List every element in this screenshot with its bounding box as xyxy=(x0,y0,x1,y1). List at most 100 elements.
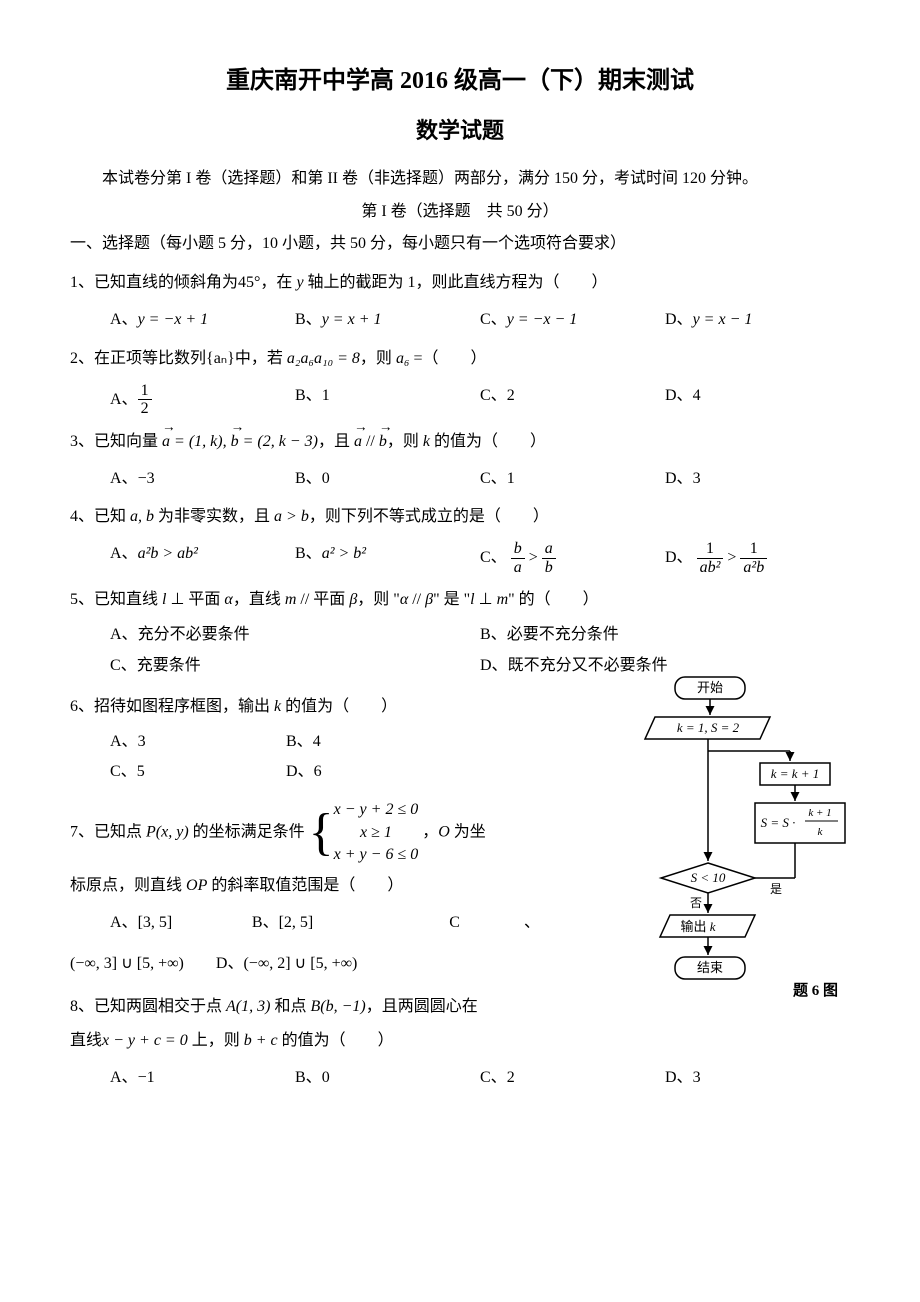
opt-label-c: C、 xyxy=(480,1069,507,1086)
q4-d-left: 1ab² xyxy=(697,540,724,576)
q1-stem-a: 1、已知直线的倾斜角为 xyxy=(70,274,238,291)
q4-options: A、a²b > ab² B、a² > b² C、 ba > ab D、 1ab²… xyxy=(70,540,850,576)
q3-stem-a: 3、已知向量 xyxy=(70,433,162,450)
q2-seq: {aₙ} xyxy=(206,350,235,367)
fc-no: 否 xyxy=(690,896,702,910)
question-2: 2、在正项等比数列{aₙ}中，若 a₂a₆a₁₀ = 8，则 a₆ =（ ） xyxy=(70,345,850,374)
fc-yes: 是 xyxy=(770,882,782,896)
q4-stem-b: 为非零实数，且 xyxy=(154,508,274,525)
q7-opt-b: [2, 5] xyxy=(279,914,314,931)
q4-ab: a, b xyxy=(130,508,154,525)
q5-stem-d: " 是 " xyxy=(433,591,470,608)
opt-label-a: A、 xyxy=(110,545,138,562)
q7-OP: OP xyxy=(186,877,207,894)
q5-m2: m xyxy=(497,591,509,608)
q8-stem-a: 8、已知两圆相交于点 xyxy=(70,998,226,1015)
opt-label-a: A、 xyxy=(110,626,138,643)
q6-opt-b: 4 xyxy=(313,733,321,750)
q5-beta2: β xyxy=(425,591,433,608)
q7-opt-a: [3, 5] xyxy=(138,914,173,931)
q7-stem-d: 为坐 xyxy=(450,823,486,840)
q2-stem-b: 中，若 xyxy=(235,350,287,367)
opt-label-c: C、 xyxy=(480,470,507,487)
q3-eq-a: = (1, k), xyxy=(170,433,231,450)
q3-opt-d: 3 xyxy=(693,470,701,487)
q3-vec-b2: b xyxy=(379,428,387,457)
q8-ask: b + c xyxy=(244,1032,278,1049)
q4-d-right: 1a²b xyxy=(740,540,767,576)
q7-options-row1: A、[3, 5] B、[2, 5] C 、 xyxy=(70,909,540,938)
q2-opt-d: 4 xyxy=(693,387,701,404)
q7-stem-e: 标原点，则直线 xyxy=(70,877,186,894)
q5-perp: ⊥ 平面 xyxy=(166,591,224,608)
opt-label-c: C、 xyxy=(110,657,137,674)
q4-d-r-den: a²b xyxy=(740,559,767,577)
q4-d-gt: > xyxy=(723,549,740,566)
q3-stem-d: 的值为（ ） xyxy=(430,433,546,450)
q4-d-l-num: 1 xyxy=(697,540,724,559)
q8-A: A(1, 3) xyxy=(226,998,270,1015)
opt-label-d: D、 xyxy=(286,763,314,780)
q2-stem-a: 2、在正项等比数列 xyxy=(70,350,206,367)
q5-options: A、充分不必要条件 B、必要不充分条件 C、充要条件 D、既不充分又不必要条件 xyxy=(70,621,850,683)
q8-line: x − y + c = 0 xyxy=(102,1032,188,1049)
q4-opt-b: a² > b² xyxy=(322,545,366,562)
q5-alpha: α xyxy=(224,591,232,608)
opt-label-c: C、 xyxy=(480,549,507,566)
q7-opt-c2: (−∞, 3] ∪ [5, +∞) xyxy=(70,955,184,972)
q5-m: m xyxy=(285,591,297,608)
fc-output-k: k xyxy=(710,919,716,934)
q2-stem-c: ，则 xyxy=(360,350,396,367)
q4-opt-a: a²b > ab² xyxy=(138,545,198,562)
q6-opt-d: 6 xyxy=(314,763,322,780)
fc-output-a: 输出 xyxy=(680,919,709,934)
fc-update-num: k + 1 xyxy=(808,807,831,819)
flowchart-svg: 开始 k = 1, S = 2 k = k + 1 S = S · k + 1 … xyxy=(620,673,850,993)
q6-stem-a: 6、招待如图程序框图，输出 xyxy=(70,698,274,715)
q5-perp2: ⊥ xyxy=(475,591,497,608)
fc-init: k = 1, S = 2 xyxy=(677,720,740,735)
q5-par: // 平面 xyxy=(296,591,349,608)
q2-a-num: 1 xyxy=(138,382,152,401)
q1-axis: y xyxy=(296,274,303,291)
opt-label-a: A、 xyxy=(110,311,138,328)
q6-options: A、3 B、4 C、5 D、6 xyxy=(70,728,550,790)
q1-opt-b: y = x + 1 xyxy=(322,311,382,328)
opt-label-a: A、 xyxy=(110,470,138,487)
q7-opt-c-sep: 、 xyxy=(524,914,540,931)
q3-stem-b: ，且 xyxy=(318,433,354,450)
q8-stem-f: 的值为（ ） xyxy=(278,1032,394,1049)
q2-opt-c: 2 xyxy=(507,387,515,404)
q8-opt-d: 3 xyxy=(693,1069,701,1086)
q5-stem-c: ，则 " xyxy=(357,591,400,608)
opt-label-b: B、 xyxy=(295,387,322,404)
svg-text:输出 k: 输出 k xyxy=(680,919,715,934)
fc-cond: S < 10 xyxy=(691,870,726,885)
q1-angle: 45° xyxy=(238,274,260,291)
q5-opt-d: 既不充分又不必要条件 xyxy=(508,657,668,674)
fc-update-den: k xyxy=(818,826,824,838)
q1-opt-c: y = −x − 1 xyxy=(507,311,578,328)
q3-vec-b: b xyxy=(231,428,239,457)
opt-label-a: A、 xyxy=(110,733,138,750)
q7-stem-f: 的斜率取值范围是（ ） xyxy=(207,877,403,894)
q3-opt-b: 0 xyxy=(322,470,330,487)
q4-c-r-den: b xyxy=(542,559,556,577)
fc-inc: k = k + 1 xyxy=(771,766,820,781)
q3-vec-a: a xyxy=(162,428,170,457)
q8-opt-b: 0 xyxy=(322,1069,330,1086)
q4-stem-a: 4、已知 xyxy=(70,508,130,525)
q7-stem-c: ， xyxy=(422,823,438,840)
q2-options: A、12 B、1 C、2 D、4 xyxy=(70,382,850,418)
q7-opt-c-label: C xyxy=(449,914,460,931)
q8-opt-c: 2 xyxy=(507,1069,515,1086)
q4-c-l-num: b xyxy=(511,540,525,559)
q3-opt-c: 1 xyxy=(507,470,515,487)
q1-opt-a: y = −x + 1 xyxy=(138,311,209,328)
q5-opt-a: 充分不必要条件 xyxy=(138,626,250,643)
opt-label-c: C、 xyxy=(480,387,507,404)
q1-opt-d: y = x − 1 xyxy=(693,311,753,328)
q7-sys2: x ≥ 1 xyxy=(334,822,419,844)
q3-eq-b: = (2, k − 3) xyxy=(239,433,318,450)
opt-label-b: B、 xyxy=(252,914,279,931)
